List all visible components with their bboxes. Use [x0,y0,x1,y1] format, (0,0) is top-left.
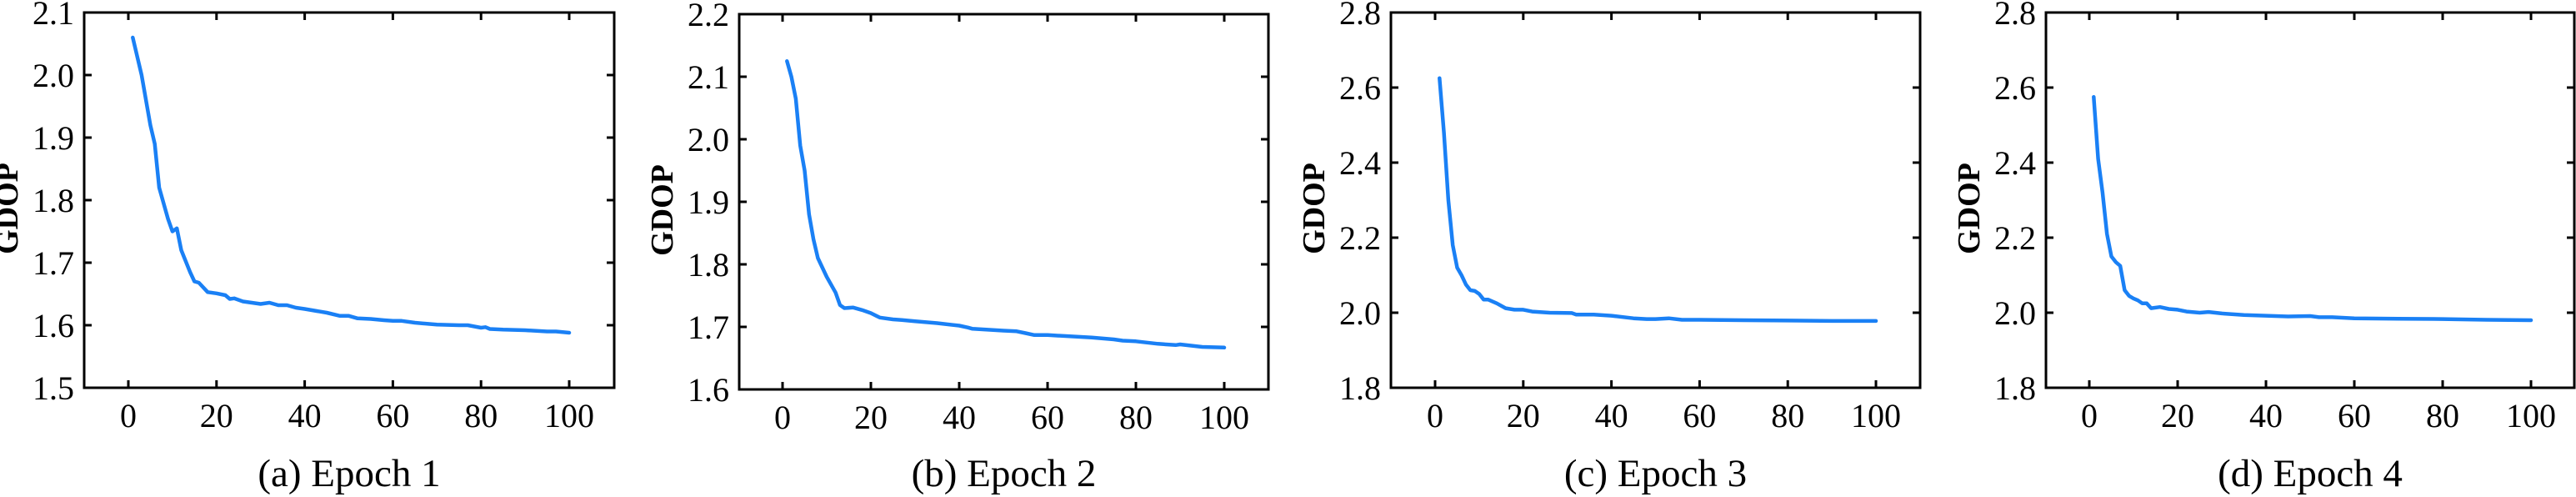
y-axis-label: GDOP [0,163,25,254]
y-tick-label: 1.6 [33,307,74,344]
y-tick-label: 1.7 [688,309,729,346]
y-tick-label: 2.0 [688,121,729,158]
y-tick-label: 2.6 [1339,69,1381,107]
axes-frame [1389,11,1922,389]
x-tick-label: 60 [376,397,409,434]
x-tick-label: 0 [2081,397,2098,434]
plot-area: 0 20 40 60 80 100 1.8 2.0 2.2 2.4 2.6 2.8 [1339,0,1922,434]
plot-area: 0 20 40 60 80 100 1.6 1.7 1.8 1.9 2.0 2.1 2.2 [688,0,1270,436]
chart-caption: (a) Epoch 1 [258,452,440,495]
x-tick-label: 20 [1507,397,1540,434]
x-tick-label: 100 [1199,399,1249,436]
x-tick-label: 80 [1771,397,1804,434]
y-tick-label: 1.9 [688,183,729,221]
gdop-line [1438,76,1878,324]
gdop-line [2092,94,2533,323]
y-axis-label: GDOP [1952,163,1987,254]
x-tick-label: 0 [774,399,791,436]
y-axis-label: GDOP [1297,163,1332,254]
chart-caption: (b) Epoch 2 [912,452,1097,495]
gdop-line [785,59,1227,350]
y-tick-label: 1.9 [33,119,74,157]
y-tick-label: 2.2 [688,0,729,33]
y-tick-label: 2.2 [1994,219,2036,257]
chart-epoch-1: GDOP 0 20 40 60 80 100 1.5 1.6 1.7 1.8 1.9 2.0 2.1 (… [0,0,616,495]
x-tick-label: 100 [2506,397,2556,434]
y-tick-label: 2.1 [33,0,74,32]
y-tick-label: 1.6 [688,371,729,409]
x-tick-label: 40 [1595,397,1628,434]
y-tick-label: 2.0 [1339,294,1381,332]
plot-area: 0 20 40 60 80 100 1.8 2.0 2.2 2.4 2.6 2.8 [1994,0,2576,434]
y-tick-label: 2.4 [1339,144,1381,182]
x-tick-label: 40 [288,397,322,434]
x-tick-label: 20 [200,397,233,434]
y-tick-label: 2.0 [1994,294,2036,332]
x-tick-label: 0 [1427,397,1443,434]
x-tick-label: 80 [2426,397,2459,434]
chart-epoch-2: GDOP 0 20 40 60 80 100 1.6 1.7 1.8 1.9 2.0 2.1 2.2 (… [645,0,1270,495]
y-tick-label: 2.1 [688,58,729,96]
gdop-line [131,35,572,335]
x-tick-label: 60 [1683,397,1716,434]
x-tick-label: 80 [464,397,498,434]
x-tick-label: 60 [1031,399,1064,436]
y-tick-label: 2.4 [1994,144,2036,182]
chart-epoch-4: GDOP 0 20 40 60 80 100 1.8 2.0 2.2 2.4 2.6 2.8 (d) … [1952,0,2576,495]
axes-frame [2044,11,2576,389]
y-tick-label: 2.0 [33,57,74,94]
y-tick-label: 2.8 [1994,0,2036,32]
x-tick-label: 80 [1119,399,1153,436]
y-tick-label: 1.8 [1994,369,2036,407]
y-tick-label: 1.8 [1339,369,1381,407]
x-tick-label: 100 [1851,397,1901,434]
x-tick-label: 40 [2249,397,2283,434]
y-tick-label: 1.5 [33,369,74,407]
y-tick-label: 2.6 [1994,69,2036,107]
y-tick-label: 1.8 [688,246,729,284]
x-tick-label: 0 [120,397,137,434]
x-tick-label: 60 [2338,397,2371,434]
x-tick-label: 100 [544,397,594,434]
x-tick-label: 20 [854,399,888,436]
y-axis-label: GDOP [645,164,680,256]
y-tick-label: 2.8 [1339,0,1381,32]
x-tick-label: 20 [2161,397,2194,434]
chart-caption: (c) Epoch 3 [1564,452,1747,495]
chart-caption: (d) Epoch 4 [2218,452,2403,495]
axes-frame [738,13,1270,391]
plot-area: 0 20 40 60 80 100 1.5 1.6 1.7 1.8 1.9 2.0 2.1 [33,0,616,434]
y-tick-label: 1.7 [33,244,74,282]
y-tick-label: 1.8 [33,182,74,219]
x-tick-label: 40 [943,399,976,436]
y-tick-label: 2.2 [1339,219,1381,257]
chart-epoch-3: GDOP 0 20 40 60 80 100 1.8 2.0 2.2 2.4 2.6 2.8 (c) … [1297,0,1922,495]
